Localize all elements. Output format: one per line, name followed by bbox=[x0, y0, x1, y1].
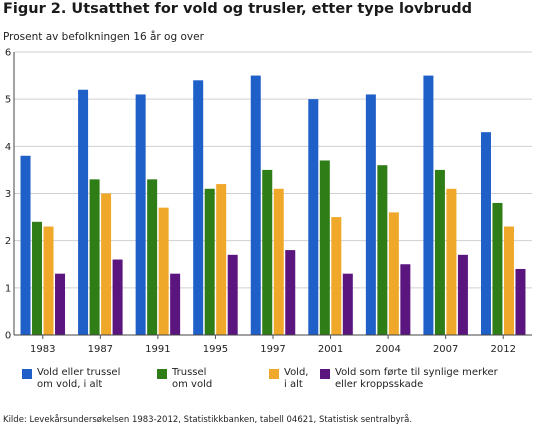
x-tick-label: 1983 bbox=[30, 344, 55, 355]
x-tick-label: 1995 bbox=[203, 344, 228, 355]
bar bbox=[434, 169, 445, 335]
y-tick-label: 5 bbox=[5, 95, 11, 106]
bar bbox=[365, 94, 376, 335]
bar bbox=[331, 217, 342, 335]
legend-label: Vold, i alt bbox=[284, 367, 404, 391]
bar bbox=[262, 169, 273, 335]
legend-label-line: eller kroppsskade bbox=[335, 379, 424, 390]
bar bbox=[193, 80, 204, 335]
bar bbox=[147, 179, 158, 335]
bar bbox=[400, 264, 411, 335]
bar bbox=[342, 273, 353, 335]
bar bbox=[492, 202, 503, 335]
legend-label-line: i alt bbox=[284, 379, 303, 390]
bar-chart: 0 1 2 3 4 5 6 1983 1987 1991 1995 1997 2001 2004 2007 2… bbox=[5, 48, 532, 355]
bar bbox=[377, 165, 388, 335]
bar bbox=[503, 226, 514, 335]
y-tick-label: 1 bbox=[5, 283, 11, 294]
source-note: Kilde: Levekårsundersøkelsen 1983-2012, … bbox=[3, 415, 413, 425]
legend-label-line: om vold, i alt bbox=[37, 379, 103, 390]
y-tick-label: 0 bbox=[5, 331, 11, 342]
legend-label-line: Trussel bbox=[172, 367, 207, 378]
legend-label-line: Vold, bbox=[284, 367, 309, 378]
legend-swatch bbox=[320, 369, 330, 379]
legend-swatch bbox=[269, 369, 279, 379]
x-tick-label: 2004 bbox=[375, 344, 400, 355]
legend-label: Trussel om vold bbox=[172, 367, 292, 391]
legend-item: Vold eller trussel om vold, i alt bbox=[22, 367, 157, 391]
x-tick-label: 2001 bbox=[318, 344, 343, 355]
bar bbox=[319, 160, 330, 335]
y-tick-label: 3 bbox=[5, 189, 11, 200]
bar bbox=[43, 226, 54, 335]
bar bbox=[170, 273, 181, 335]
legend-label-line: Vold som førte til synlige merker bbox=[335, 367, 498, 378]
x-tick-label: 1987 bbox=[88, 344, 113, 355]
legend-item: Vold, i alt bbox=[269, 367, 404, 391]
bar bbox=[20, 155, 31, 335]
legend-label-line: om vold bbox=[172, 379, 213, 390]
legend-swatch bbox=[22, 369, 32, 379]
bar bbox=[423, 75, 434, 335]
bar bbox=[457, 254, 468, 335]
x-tick-label: 2012 bbox=[490, 344, 515, 355]
x-tick-label: 2007 bbox=[433, 344, 458, 355]
y-axis-label: Prosent av befolkningen 16 år og over bbox=[3, 31, 204, 43]
legend: Vold eller trussel om vold, i alt Trussel o… bbox=[22, 367, 532, 403]
x-tick-label: 1991 bbox=[145, 344, 170, 355]
bar bbox=[216, 184, 227, 335]
bar bbox=[204, 188, 215, 335]
bar bbox=[89, 179, 100, 335]
legend-label: Vold eller trussel om vold, i alt bbox=[37, 367, 157, 391]
bar bbox=[112, 259, 123, 335]
bar bbox=[285, 250, 296, 335]
legend-label: Vold som førte til synlige merker eller k… bbox=[335, 367, 535, 391]
bar bbox=[308, 99, 319, 336]
bar bbox=[78, 89, 89, 335]
bar bbox=[227, 254, 238, 335]
bar bbox=[250, 75, 261, 335]
legend-item: Trussel om vold bbox=[157, 367, 292, 391]
bar bbox=[446, 188, 457, 335]
y-tick-label: 6 bbox=[5, 48, 11, 59]
bar bbox=[32, 221, 43, 335]
bar bbox=[480, 132, 491, 335]
legend-label-line: Vold eller trussel bbox=[37, 367, 121, 378]
chart-title: Figur 2. Utsatthet for vold og trusler, … bbox=[3, 1, 472, 17]
legend-swatch bbox=[157, 369, 167, 379]
x-tick-label: 1997 bbox=[260, 344, 285, 355]
y-tick-label: 2 bbox=[5, 236, 11, 247]
y-tick-label: 4 bbox=[5, 142, 11, 153]
bar bbox=[515, 268, 526, 335]
bar bbox=[101, 193, 112, 335]
bar bbox=[273, 188, 284, 335]
bar bbox=[55, 273, 66, 335]
bar bbox=[158, 207, 169, 335]
bar bbox=[135, 94, 146, 335]
bar bbox=[388, 212, 399, 335]
legend-item: Vold som førte til synlige merker eller k… bbox=[320, 367, 535, 391]
